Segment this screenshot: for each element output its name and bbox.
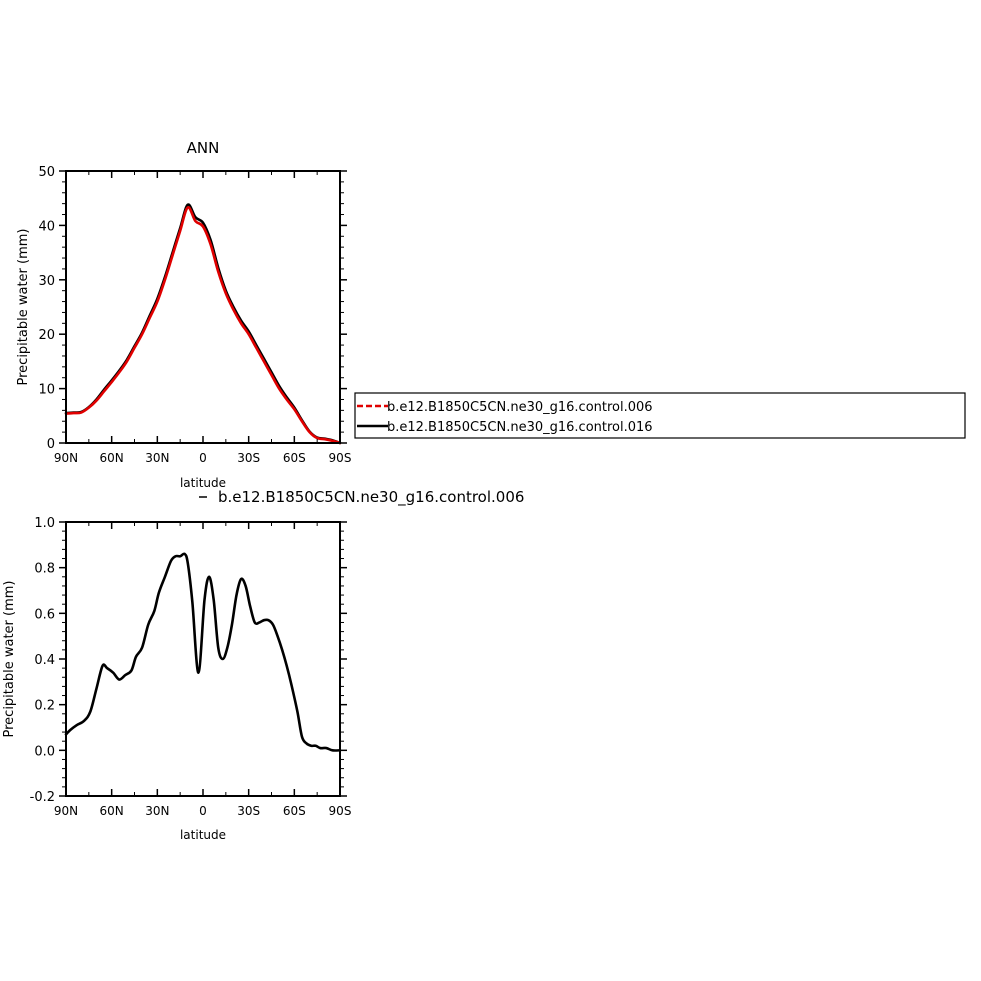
bottom-ytick-label: -0.2 (30, 790, 55, 805)
top-series-line-1 (64, 206, 342, 445)
bottom-xtick-label: 60S (283, 804, 306, 818)
legend-box (354, 392, 966, 439)
top-plot-frame (65, 170, 341, 444)
bottom-ytick-label: 0.4 (34, 653, 55, 668)
bottom-series-line-0 (64, 552, 342, 752)
top-xlabel: latitude (180, 476, 226, 490)
top-xtick-label: 90N (54, 451, 78, 465)
top-series-layer (64, 203, 342, 445)
bottom-xtick-label: 90N (54, 804, 78, 818)
top-ytick-label: 30 (38, 274, 55, 289)
bottom-ytick-label: 1.0 (34, 516, 55, 531)
top-ytick-label: 0 (47, 437, 55, 452)
bottom-ytick-label: 0.8 (34, 562, 55, 577)
bottom-xtick-label: 90S (329, 804, 352, 818)
top-tick-layer: 90N 60N 30N 0 30S 60S 90S 0 10 20 30 40 50 (38, 165, 351, 465)
top-xtick-label: 30S (237, 451, 260, 465)
top-xtick-label: 0 (199, 451, 207, 465)
top-ytick-label: 20 (38, 328, 55, 343)
top-panel: ANN 90N 60N 30N 0 30S 60S 90S 0 10 20 30 40 50 latit… (16, 139, 351, 490)
bottom-series-layer (64, 552, 342, 752)
top-series-line-0 (64, 203, 342, 445)
bottom-xtick-label: 30S (237, 804, 260, 818)
bottom-ytick-label: 0.6 (34, 607, 55, 622)
bottom-xlabel: latitude (180, 828, 226, 842)
top-ytick-label: 40 (38, 219, 55, 234)
top-xtick-label: 30N (145, 451, 169, 465)
top-title: ANN (187, 139, 220, 157)
bottom-plot-frame (65, 521, 341, 797)
bottom-panel: b.e12.B1850C5CN.ne30_g16.control.006 90N… (0, 488, 524, 842)
bottom-tick-layer: 90N 60N 30N 0 30S 60S 90S -0.2 0.0 0.2 0.4 0.6 0.8 1.… (30, 516, 352, 818)
bottom-xtick-label: 60N (100, 804, 124, 818)
bottom-ytick-label: 0.2 (34, 699, 55, 714)
top-xtick-label: 90S (329, 451, 352, 465)
bottom-ytick-label: 0.0 (34, 744, 55, 759)
bottom-series-label: b.e12.B1850C5CN.ne30_g16.control.006 (218, 488, 524, 507)
bottom-ylabel-mask (0, 560, 3, 760)
top-xtick-label: 60S (283, 451, 306, 465)
bottom-ylabel: Precipitable water (mm) (2, 581, 17, 738)
top-xtick-label: 60N (100, 451, 124, 465)
bottom-xtick-label: 0 (199, 804, 207, 818)
legend-entry-016: b.e12.B1850C5CN.ne30_g16.control.016 (387, 420, 653, 435)
legend-entry-006: b.e12.B1850C5CN.ne30_g16.control.006 (387, 400, 653, 415)
top-ytick-label: 50 (38, 165, 55, 180)
top-ytick-label: 10 (38, 383, 55, 398)
legend: b.e12.B1850C5CN.ne30_g16.control.006 b.e… (354, 392, 966, 439)
top-ylabel: Precipitable water (mm) (16, 229, 31, 386)
bottom-xtick-label: 30N (145, 804, 169, 818)
